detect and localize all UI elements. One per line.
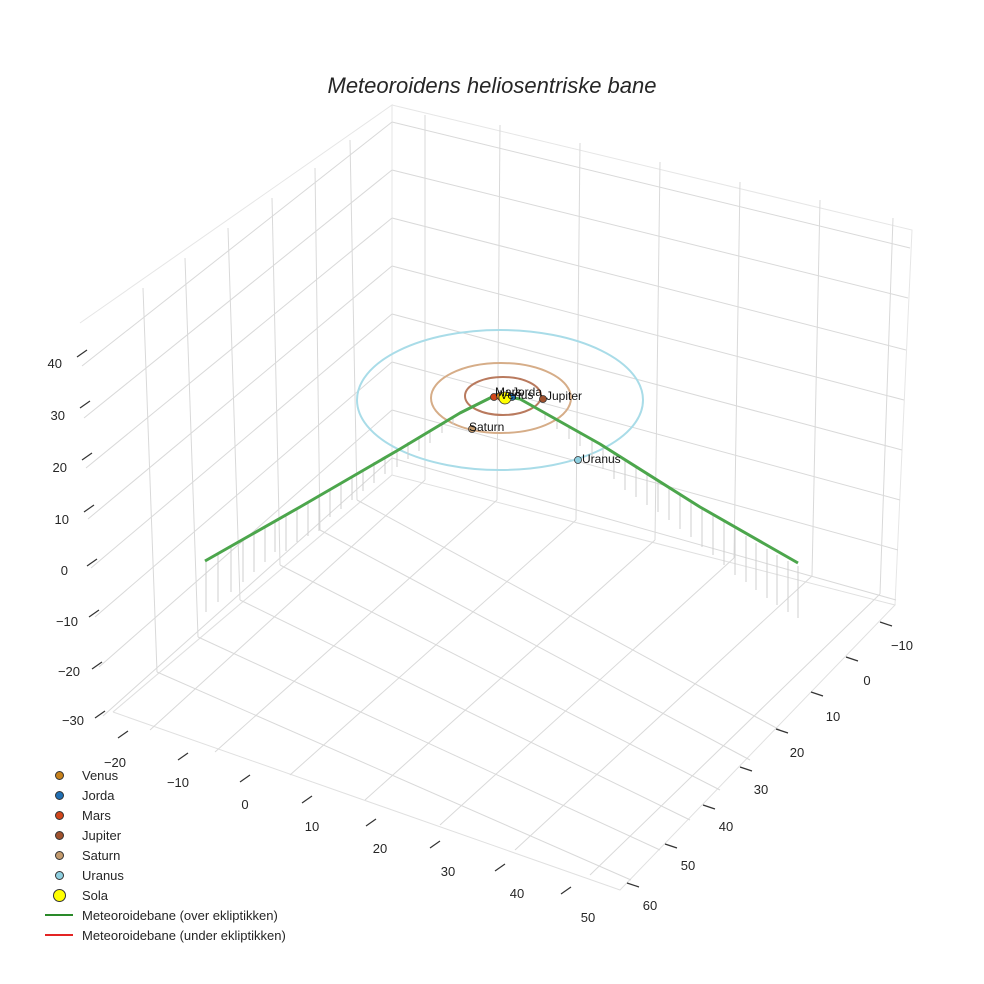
svg-text:50: 50 bbox=[581, 910, 595, 925]
trajectory-drop-lines bbox=[205, 412, 799, 618]
circle-marker-icon bbox=[52, 888, 66, 902]
svg-text:0: 0 bbox=[863, 673, 870, 688]
svg-text:30: 30 bbox=[754, 782, 768, 797]
legend-item-jupiter[interactable]: Jupiter bbox=[36, 826, 286, 846]
svg-text:−10: −10 bbox=[56, 614, 78, 629]
planet-saturn bbox=[468, 425, 476, 433]
svg-text:20: 20 bbox=[53, 460, 67, 475]
y-axis-tick-labels: −10 0 10 20 40 30 50 60 bbox=[643, 638, 913, 913]
legend-item-saturn[interactable]: Saturn bbox=[36, 846, 286, 866]
svg-text:40: 40 bbox=[719, 819, 733, 834]
legend-item-venus[interactable]: Venus bbox=[36, 766, 286, 786]
svg-text:20: 20 bbox=[373, 841, 387, 856]
svg-text:30: 30 bbox=[441, 864, 455, 879]
x-axis-ticks bbox=[117, 730, 572, 895]
svg-text:40: 40 bbox=[510, 886, 524, 901]
legend: Venus Jorda Mars Jupiter Saturn Uranus S… bbox=[36, 766, 286, 945]
circle-marker-icon bbox=[54, 870, 64, 880]
svg-text:40: 40 bbox=[48, 356, 62, 371]
orbit-saturn bbox=[430, 362, 572, 434]
z-axis-tick-labels: 40 30 20 10 0 −10 −20 −30 bbox=[48, 356, 84, 728]
svg-text:Jorda: Jorda bbox=[512, 385, 542, 399]
grid-back-wall-right bbox=[391, 104, 913, 606]
chart-title: Meteoroidens heliosentriske bane bbox=[327, 73, 657, 98]
legend-item-trajectory-above[interactable]: Meteoroidebane (over ekliptikken) bbox=[36, 905, 286, 925]
svg-text:Uranus: Uranus bbox=[582, 452, 621, 466]
svg-text:Venus: Venus bbox=[500, 388, 533, 402]
svg-text:−10: −10 bbox=[167, 775, 189, 790]
x-axis-tick-labels: −20 −10 0 10 20 30 40 50 bbox=[104, 755, 595, 925]
svg-text:−30: −30 bbox=[62, 713, 84, 728]
legend-item-trajectory-below[interactable]: Meteoroidebane (under ekliptikken) bbox=[36, 925, 286, 945]
svg-text:Mars: Mars bbox=[495, 385, 522, 399]
circle-marker-icon bbox=[54, 831, 64, 841]
circle-marker-icon bbox=[54, 771, 64, 781]
circle-marker-icon bbox=[54, 811, 64, 821]
sun-sola bbox=[498, 391, 512, 405]
line-marker-icon bbox=[45, 934, 73, 937]
grid-floor bbox=[112, 474, 896, 891]
svg-text:0: 0 bbox=[61, 563, 68, 578]
planet-markers[interactable] bbox=[468, 391, 582, 464]
grid-back-wall-left bbox=[79, 104, 393, 717]
legend-item-mars[interactable]: Mars bbox=[36, 806, 286, 826]
orbit-uranus bbox=[356, 329, 644, 471]
circle-marker-icon bbox=[54, 851, 64, 860]
svg-text:0: 0 bbox=[241, 797, 248, 812]
svg-text:20: 20 bbox=[790, 745, 804, 760]
svg-text:60: 60 bbox=[643, 898, 657, 913]
svg-text:30: 30 bbox=[51, 408, 65, 423]
svg-text:Jupiter: Jupiter bbox=[546, 389, 582, 403]
planet-jupiter bbox=[539, 395, 547, 403]
z-axis-ticks bbox=[76, 349, 106, 719]
line-marker-icon bbox=[45, 914, 73, 917]
svg-text:10: 10 bbox=[826, 709, 840, 724]
legend-item-jorda[interactable]: Jorda bbox=[36, 786, 286, 806]
svg-text:50: 50 bbox=[681, 858, 695, 873]
svg-text:10: 10 bbox=[55, 512, 69, 527]
svg-text:−20: −20 bbox=[58, 664, 80, 679]
legend-item-sola[interactable]: Sola bbox=[36, 885, 286, 905]
planet-labels: Mars Venus Jorda Jupiter Saturn Uranus bbox=[469, 385, 621, 466]
planet-uranus bbox=[574, 456, 582, 464]
svg-text:−10: −10 bbox=[891, 638, 913, 653]
y-axis-ticks bbox=[626, 621, 893, 888]
orbits bbox=[356, 329, 644, 471]
legend-item-uranus[interactable]: Uranus bbox=[36, 865, 286, 885]
svg-text:10: 10 bbox=[305, 819, 319, 834]
svg-text:Saturn: Saturn bbox=[469, 420, 504, 434]
circle-marker-icon bbox=[54, 791, 64, 801]
svg-text:−20: −20 bbox=[104, 755, 126, 770]
